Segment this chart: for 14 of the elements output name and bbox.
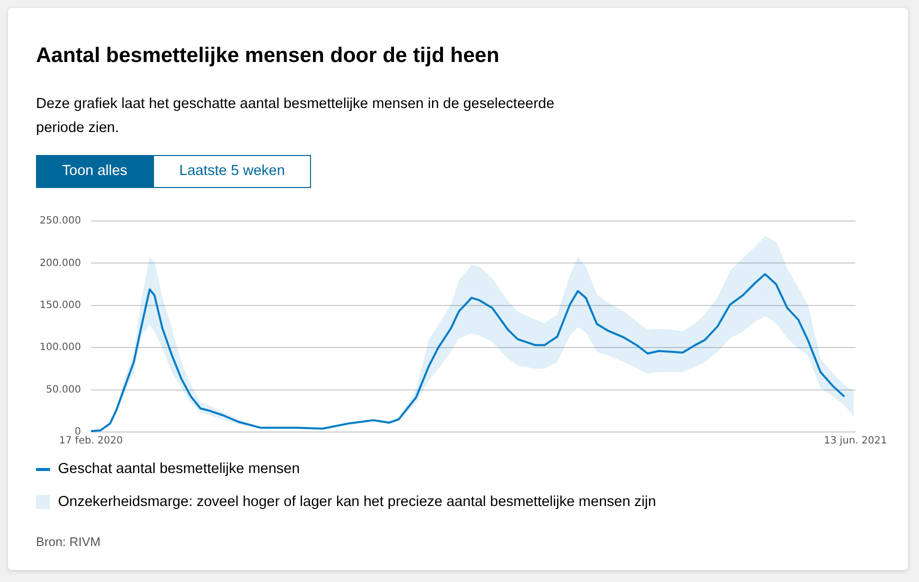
x-tick-label: 13 jun. 2021 (824, 436, 888, 447)
y-tick-label: 150.000 (40, 300, 81, 311)
text: Bron: RIVM (36, 535, 101, 549)
text: Onzekerheidsmarge: zoveel hoger of lager kan het precieze aantal besmettelijke mensen zijn (58, 494, 656, 510)
chart-subtitle: Deze grafiek laat het geschatte aantal besmettelijke mensen in de geselecteerde periode zien. (36, 95, 556, 138)
y-tick-label: 200.000 (40, 258, 81, 269)
text: Laatste 5 weken (153, 155, 311, 188)
chart-title: Aantal besmettelijke mensen door de tijd heen (36, 44, 500, 68)
x-tick-label: 17 feb. 2020 (59, 436, 123, 447)
y-tick-label: 250.000 (40, 216, 81, 227)
y-tick-label: 100.000 (40, 342, 81, 354)
y-tick-label: 50.000 (46, 384, 81, 396)
text: Toon alles (36, 155, 154, 188)
legend-label: Geschat aantal besmettelijke mensen (58, 461, 300, 477)
